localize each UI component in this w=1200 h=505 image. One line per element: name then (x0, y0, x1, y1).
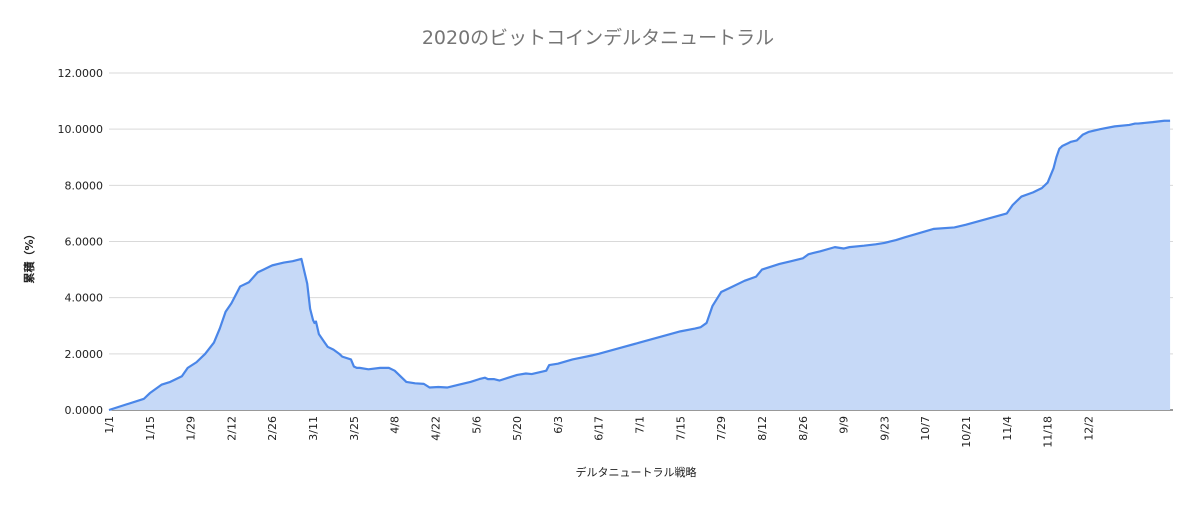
x-tick-label: 12/2 (1082, 416, 1095, 441)
y-tick-label: 0.0000 (65, 404, 104, 417)
x-tick-label: 4/22 (429, 416, 442, 441)
chart-title: 2020のビットコインデルタニュートラル (422, 27, 774, 49)
x-axis: 1/1 1/15 1/29 2/12 2/26 3/11 3/25 4/8 4/22 5/6 5/2… (103, 416, 1095, 448)
x-tick-label: 2/26 (266, 416, 279, 441)
y-axis: 0.0000 2.0000 4.0000 6.0000 8.0000 10.0000 12.… (58, 67, 104, 417)
x-tick-label: 11/4 (1001, 416, 1014, 441)
series-area-fill (109, 120, 1171, 411)
x-tick-label: 6/17 (593, 416, 606, 441)
x-tick-label: 9/9 (838, 416, 851, 434)
x-tick-label: 5/20 (511, 416, 524, 441)
y-tick-label: 4.0000 (65, 292, 104, 305)
series-line (108, 119, 1171, 412)
x-tick-label: 10/7 (919, 416, 932, 441)
x-tick-label: 10/21 (960, 416, 973, 448)
x-tick-label: 7/29 (715, 416, 728, 441)
x-tick-label: 8/26 (797, 416, 810, 441)
x-tick-label: 7/1 (634, 416, 647, 434)
y-tick-label: 8.0000 (65, 179, 104, 192)
x-tick-label: 1/15 (144, 416, 157, 441)
y-axis-label: 累積（%） (22, 228, 36, 283)
x-tick-label: 3/11 (307, 416, 320, 441)
y-tick-label: 10.0000 (58, 123, 104, 136)
y-tick-label: 6.0000 (65, 236, 104, 249)
x-tick-label: 4/8 (389, 416, 402, 434)
x-tick-label: 11/18 (1042, 416, 1055, 448)
x-tick-label: 7/15 (674, 416, 687, 441)
x-tick-label: 9/23 (878, 416, 891, 441)
y-tick-label: 2.0000 (65, 348, 104, 361)
x-tick-label: 6/3 (552, 416, 565, 434)
plot-area (108, 119, 1171, 412)
x-tick-label: 8/12 (756, 416, 769, 441)
x-tick-label: 1/29 (185, 416, 198, 441)
x-tick-label: 1/1 (103, 416, 116, 434)
x-tick-label: 2/12 (225, 416, 238, 441)
x-tick-label: 5/6 (470, 416, 483, 434)
x-tick-label: 3/25 (348, 416, 361, 441)
y-tick-label: 12.0000 (58, 67, 104, 80)
x-axis-label: デルタニュートラル戦略 (576, 465, 697, 479)
